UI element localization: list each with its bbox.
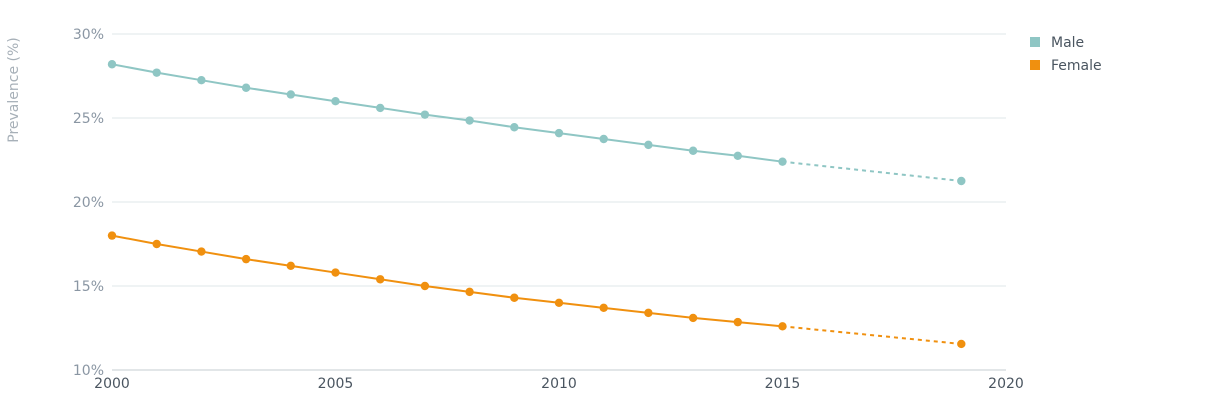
data-point xyxy=(778,157,787,166)
data-point xyxy=(331,268,340,277)
legend: Male Female xyxy=(1030,35,1102,74)
y-tick-label: 20% xyxy=(73,195,104,211)
legend-label: Male xyxy=(1051,35,1084,51)
x-tick-label: 2015 xyxy=(765,376,801,392)
data-point xyxy=(197,247,206,256)
data-point xyxy=(733,151,742,160)
y-tick-label: 25% xyxy=(73,111,104,127)
data-point xyxy=(688,313,698,323)
data-point xyxy=(241,254,251,264)
x-tick-labels: 2000 2005 2010 2015 2020 xyxy=(94,376,1024,392)
y-tick-labels: 10% 15% 20% 25% 30% xyxy=(73,27,104,379)
data-point xyxy=(599,303,608,313)
y-tick-label: 10% xyxy=(73,363,104,379)
data-point xyxy=(152,68,161,77)
data-point xyxy=(420,281,430,291)
data-point xyxy=(197,76,206,85)
data-point xyxy=(465,116,474,125)
series-projection-line xyxy=(782,160,962,182)
series-line xyxy=(111,63,783,163)
y-tick-label: 15% xyxy=(73,279,104,295)
x-tick-label: 2020 xyxy=(988,376,1024,392)
data-point xyxy=(107,231,117,240)
legend-label: Female xyxy=(1051,58,1102,74)
data-point xyxy=(957,176,966,186)
legend-swatch xyxy=(1030,37,1040,47)
data-point xyxy=(688,146,698,155)
data-point xyxy=(599,134,608,144)
data-point xyxy=(241,83,251,92)
data-point xyxy=(644,308,653,318)
legend-swatch xyxy=(1030,60,1040,70)
data-point xyxy=(510,293,519,302)
data-point xyxy=(554,298,564,307)
x-tick-label: 2000 xyxy=(94,376,130,392)
grid-layer xyxy=(112,33,1006,371)
data-point xyxy=(376,103,385,113)
data-point xyxy=(644,140,653,150)
x-tick-label: 2005 xyxy=(318,376,354,392)
y-tick-label: 30% xyxy=(73,27,104,43)
series-projection-line xyxy=(782,325,962,345)
series-line xyxy=(111,234,783,328)
data-point xyxy=(152,239,161,249)
data-point xyxy=(331,97,340,106)
data-point xyxy=(778,322,787,331)
data-point xyxy=(957,339,966,349)
x-tick-label: 2010 xyxy=(541,376,577,392)
data-point xyxy=(510,123,519,132)
data-point xyxy=(554,128,564,138)
data-point xyxy=(420,110,430,119)
data-point xyxy=(286,261,295,271)
y-axis-title: Prevalence (%) xyxy=(6,37,22,143)
data-point xyxy=(286,90,295,99)
data-point xyxy=(733,317,742,327)
data-point xyxy=(107,60,117,69)
data-point xyxy=(465,287,474,297)
series-layer xyxy=(107,60,966,349)
data-point xyxy=(376,275,385,284)
